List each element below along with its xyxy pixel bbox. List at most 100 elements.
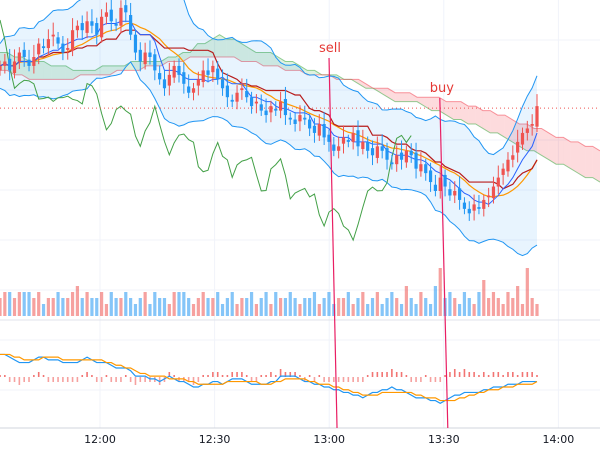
cloud-segment — [395, 92, 403, 102]
candle-body — [375, 146, 379, 158]
volume-bar — [438, 268, 442, 316]
macd-histogram-bar — [91, 375, 93, 377]
candle — [191, 82, 196, 101]
macd-histogram-bar — [57, 377, 59, 382]
volume-bar — [41, 304, 46, 316]
macd-histogram-bar — [284, 372, 287, 377]
volume-bar — [312, 292, 317, 316]
volume-bar — [472, 304, 476, 316]
candle-body — [259, 104, 263, 111]
candle-body — [337, 146, 341, 151]
candle-body — [414, 152, 418, 169]
cloud-segment — [80, 70, 88, 75]
candle — [162, 69, 167, 96]
cloud-segment — [380, 88, 388, 98]
volume-bar — [424, 298, 428, 316]
cloud-segment — [226, 39, 235, 57]
candle — [22, 42, 26, 67]
macd-histogram-bar — [71, 377, 74, 382]
candle-body — [433, 184, 438, 191]
volume-bar — [182, 292, 186, 316]
candle-body — [477, 207, 481, 209]
candle — [129, 2, 133, 41]
volume-bar — [433, 286, 438, 316]
candle — [366, 136, 370, 159]
candle — [90, 9, 94, 34]
macd-histogram-bar — [28, 377, 30, 382]
macd-histogram-bar — [187, 377, 190, 382]
volume-bar — [22, 292, 26, 316]
candle-body — [278, 101, 283, 111]
cloud-segment — [87, 70, 96, 75]
volume-bar — [119, 298, 123, 316]
cloud-segment — [592, 146, 600, 183]
candle — [472, 194, 476, 221]
macd-histogram-bar — [289, 372, 292, 377]
volume-bar — [332, 304, 336, 316]
candle — [225, 73, 229, 108]
macd-histogram-bar — [18, 377, 21, 385]
macd-histogram-bar — [212, 372, 214, 377]
candle-body — [424, 164, 428, 174]
macd-histogram-bar — [197, 377, 200, 382]
volume-bar — [308, 298, 312, 316]
cloud-segment — [263, 52, 271, 66]
cloud-segment — [241, 43, 249, 62]
candle — [95, 17, 99, 45]
cloud-segment — [424, 97, 432, 111]
candle-body — [162, 79, 167, 89]
cloud-segment — [51, 65, 59, 80]
candle — [312, 118, 317, 143]
candle — [235, 85, 239, 110]
macd-histogram-bar — [502, 375, 504, 377]
candle-body — [148, 52, 152, 57]
candle-body — [496, 177, 500, 187]
volume-bar — [51, 298, 55, 316]
volume-bar — [138, 298, 142, 316]
volume-bar — [259, 298, 263, 316]
candle — [428, 162, 433, 192]
volume-bar — [303, 298, 307, 316]
candle-body — [153, 54, 157, 71]
macd-histogram-bar — [250, 377, 253, 382]
annotation-line-sell — [328, 57, 338, 429]
macd-histogram-bar — [241, 372, 243, 377]
macd-histogram-bar — [47, 377, 50, 382]
candle-body — [90, 21, 94, 26]
candle-body — [249, 97, 254, 107]
candle — [341, 125, 346, 154]
candle-body — [211, 65, 215, 73]
candle — [530, 114, 534, 136]
macd-histogram-bar — [521, 372, 524, 377]
candle-body — [172, 65, 176, 78]
macd-histogram-bar — [124, 375, 127, 377]
volume-bar — [356, 298, 360, 316]
cloud-span-a — [0, 34, 600, 183]
candle-body — [167, 74, 171, 86]
candle-body — [274, 108, 278, 111]
cloud-segment — [402, 92, 410, 102]
candle-body — [104, 12, 109, 17]
x-tick-label: 12:00 — [84, 433, 116, 446]
candle — [399, 140, 404, 170]
macd-histogram-bar — [381, 372, 383, 377]
candle — [259, 94, 263, 116]
volume-bar — [462, 292, 467, 316]
macd-histogram-bar — [342, 377, 345, 382]
macd-histogram-bar — [279, 369, 282, 377]
macd-histogram-bar — [139, 377, 142, 382]
cloud-span-b — [0, 56, 600, 152]
cloud-segment — [409, 92, 418, 102]
candle — [283, 86, 288, 125]
volume-bar — [390, 292, 394, 316]
volume-bar — [487, 298, 491, 316]
candle-body — [462, 202, 467, 209]
candle — [462, 197, 467, 215]
candle — [390, 154, 394, 170]
volume-bar — [419, 292, 423, 316]
macd-histogram-bar — [100, 377, 103, 382]
macd-histogram-bar — [337, 377, 340, 382]
candle — [303, 105, 307, 125]
cloud-segment — [182, 52, 191, 62]
macd-histogram-bar — [255, 377, 258, 382]
